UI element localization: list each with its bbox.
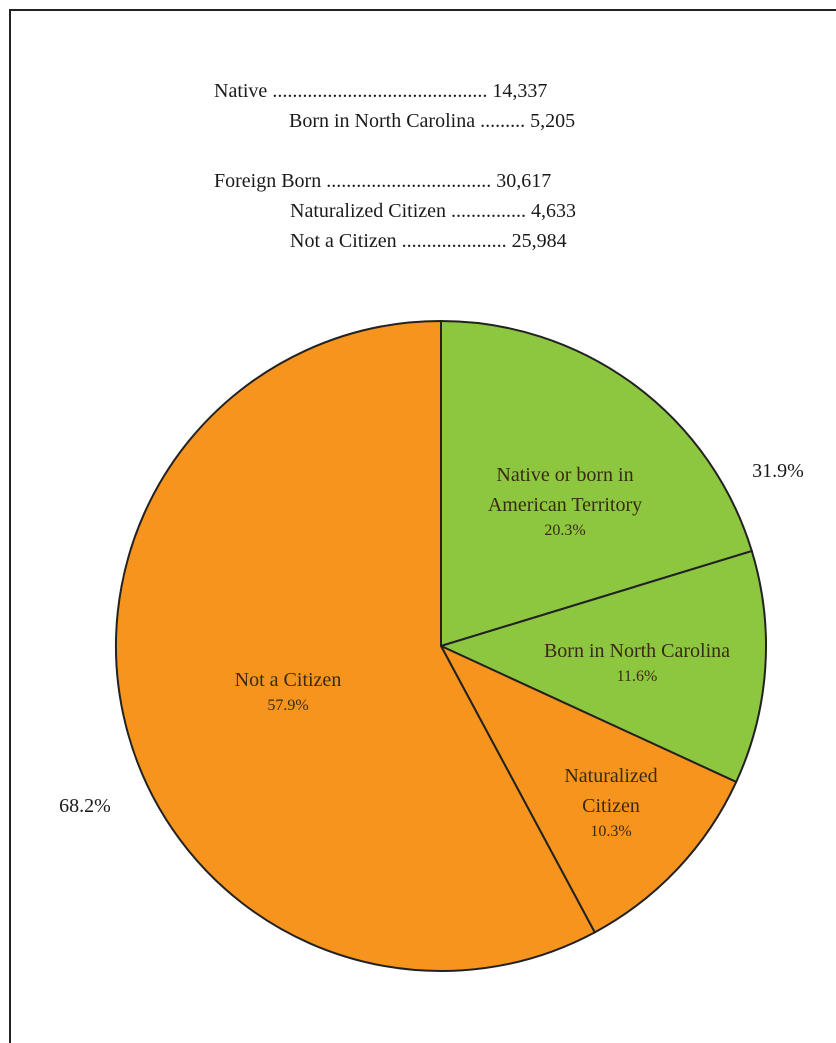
pie-slice-not-a-citizen xyxy=(115,319,597,972)
slice-pct-not-a-citizen: 57.9% xyxy=(267,697,308,714)
slice-label-born-in-north-carolina-line-1: Born in North Carolina xyxy=(544,640,730,662)
population-summary: Native .................................… xyxy=(0,76,836,256)
summary-foreign-born-value: 30,617 xyxy=(496,170,552,192)
summary-row-native: Native .................................… xyxy=(214,76,547,106)
summary-foreign-born-leader: ................................. xyxy=(326,170,492,192)
summary-not-citizen-label: Not a Citizen xyxy=(290,230,397,252)
slice-pct-born-in-north-carolina: 11.6% xyxy=(617,668,658,685)
summary-native-label: Native xyxy=(214,80,268,102)
slice-pct-naturalized-citizen: 10.3% xyxy=(590,823,631,840)
slice-label-naturalized-citizen-line-2: Citizen xyxy=(582,795,640,817)
summary-born-nc-leader: ......... xyxy=(480,110,526,132)
slice-label-naturalized-citizen-line-1: Naturalized xyxy=(564,765,657,787)
summary-native-leader: ........................................… xyxy=(272,80,488,102)
summary-not-citizen-value: 25,984 xyxy=(511,230,567,252)
group-total-foreign: 68.2% xyxy=(59,795,111,817)
summary-row-not-citizen: Not a Citizen ..................... 25,9… xyxy=(290,226,567,256)
summary-foreign-born-label: Foreign Born xyxy=(214,170,322,192)
figure-frame xyxy=(9,9,836,1043)
slice-label-not-a-citizen-line-1: Not a Citizen xyxy=(235,669,342,691)
summary-naturalized-value: 4,633 xyxy=(531,200,577,222)
summary-born-nc-value: 5,205 xyxy=(530,110,576,132)
summary-native-value: 14,337 xyxy=(492,80,548,102)
summary-not-citizen-leader: ..................... xyxy=(401,230,507,252)
summary-born-nc-label: Born in North Carolina xyxy=(289,110,476,132)
pie-slice-native-or-born-in-american-territory xyxy=(440,319,754,648)
slice-label-native-or-born-in-american-territory-line-2: American Territory xyxy=(488,494,642,516)
summary-row-naturalized: Naturalized Citizen ............... 4,63… xyxy=(290,196,576,226)
summary-row-foreign-born: Foreign Born ...........................… xyxy=(214,166,551,196)
slice-pct-native-or-born-in-american-territory: 20.3% xyxy=(544,522,585,539)
summary-row-born-nc: Born in North Carolina ......... 5,205 xyxy=(289,106,575,136)
slice-label-native-or-born-in-american-territory-line-1: Native or born in xyxy=(496,464,633,486)
group-total-native: 31.9% xyxy=(752,460,804,482)
pie-slice-naturalized-citizen xyxy=(438,643,738,934)
pie-slice-born-in-north-carolina xyxy=(438,549,767,784)
summary-naturalized-label: Naturalized Citizen xyxy=(290,200,447,222)
summary-naturalized-leader: ............... xyxy=(451,200,527,222)
